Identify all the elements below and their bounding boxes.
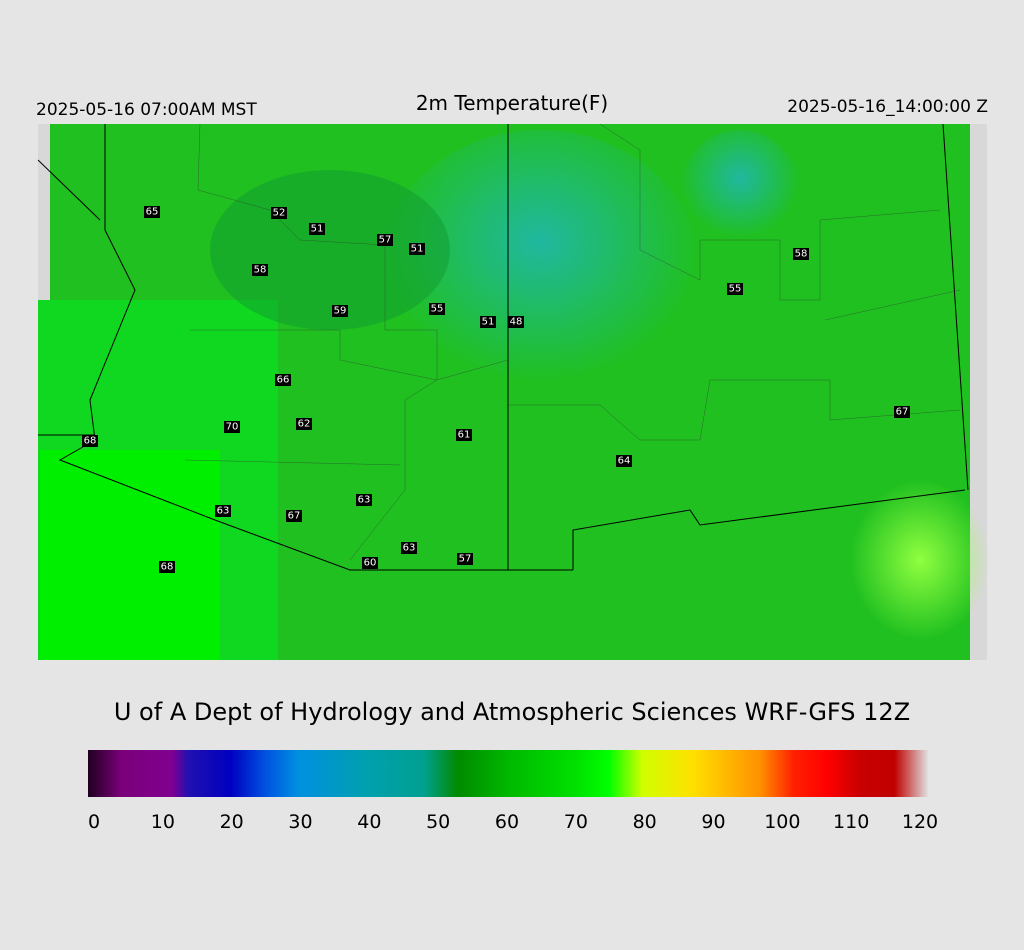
station: 64 [616,455,632,467]
station-box [356,494,372,506]
station: 67 [894,406,910,418]
station-value: 63 [403,543,416,554]
station-box [377,234,393,246]
station: 52 [271,207,287,219]
station-box [309,223,325,235]
station-box [82,435,98,447]
colorbar-tick: 90 [701,811,725,833]
station-value: 58 [254,265,267,276]
colorbar-tick: 120 [902,811,938,833]
map [37,123,990,660]
station-value: 57 [459,554,472,565]
station-value: 68 [84,436,97,447]
station: 55 [429,303,445,315]
station: 51 [309,223,325,235]
station-value: 55 [431,304,444,315]
station: 58 [252,264,268,276]
colorbar [88,750,928,797]
station: 48 [508,316,524,328]
station-box [215,505,231,517]
station-box [144,206,160,218]
colorbar-tick: 60 [495,811,519,833]
station: 65 [144,206,160,218]
station-box [275,374,291,386]
station-value: 62 [298,419,311,430]
station: 57 [457,553,473,565]
colorbar-tick: 80 [633,811,657,833]
station-value: 52 [273,208,286,219]
station-value: 66 [277,375,290,386]
station-box [332,305,348,317]
colorbar-tick: 100 [764,811,800,833]
colorbar-tick: 50 [426,811,450,833]
station-value: 67 [896,407,909,418]
station-box [252,264,268,276]
station-box [894,406,910,418]
station-value: 65 [146,207,159,218]
station: 63 [215,505,231,517]
station: 57 [377,234,393,246]
colorbar-tick: 20 [220,811,244,833]
station-value: 60 [364,558,377,569]
station-value: 59 [334,306,347,317]
station: 51 [480,316,496,328]
colorbar-tick: 70 [564,811,588,833]
station-box [271,207,287,219]
station: 62 [296,418,312,430]
station: 63 [356,494,372,506]
station-value: 68 [161,562,174,573]
station-box [429,303,445,315]
station-box [224,421,240,433]
station: 68 [82,435,98,447]
station-value: 70 [226,422,239,433]
colorbar-tick: 110 [833,811,869,833]
station-box [401,542,417,554]
colorbar-tick: 40 [357,811,381,833]
colorbar-tick: 30 [288,811,312,833]
station-value: 63 [217,506,230,517]
station-value: 67 [288,511,301,522]
station-box [409,243,425,255]
station-box [616,455,632,467]
station: 60 [362,557,378,569]
station: 66 [275,374,291,386]
colorbar-tick: 10 [151,811,175,833]
station-value: 51 [482,317,495,328]
station: 59 [332,305,348,317]
station-box [296,418,312,430]
station-value: 61 [458,430,471,441]
station-box [159,561,175,573]
map-title: 2m Temperature(F) [416,91,608,115]
colorbar-tick: 0 [88,811,100,833]
station-box [362,557,378,569]
station-value: 64 [618,456,631,467]
station-box [480,316,496,328]
station: 63 [401,542,417,554]
station-value: 57 [379,235,392,246]
station-value: 48 [510,317,523,328]
station-box [508,316,524,328]
station-value: 58 [795,249,808,260]
station-value: 51 [311,224,324,235]
station: 55 [727,283,743,295]
valid-time: 2025-05-16 07:00AM MST [36,100,257,120]
station: 67 [286,510,302,522]
station: 61 [456,429,472,441]
station-box [793,248,809,260]
station-box [456,429,472,441]
station-value: 55 [729,284,742,295]
utc-time: 2025-05-16_14:00:00 Z [787,97,988,117]
station: 70 [224,421,240,433]
station-value: 51 [411,244,424,255]
station-box [727,283,743,295]
station-box [457,553,473,565]
station: 51 [409,243,425,255]
station: 58 [793,248,809,260]
station-box [286,510,302,522]
station-value: 63 [358,495,371,506]
station: 68 [159,561,175,573]
credit: U of A Dept of Hydrology and Atmospheric… [114,698,910,726]
